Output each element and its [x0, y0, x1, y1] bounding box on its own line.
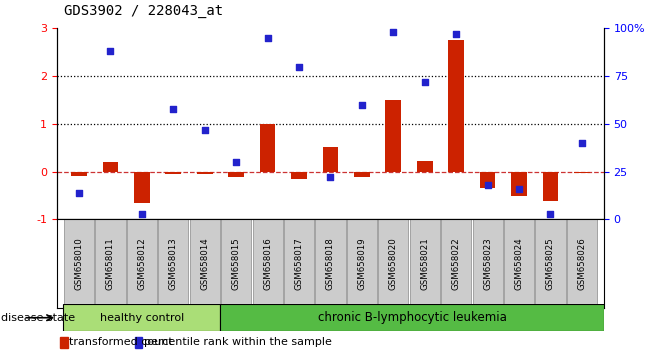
- Point: [136, 211, 147, 217]
- Bar: [166, 172, 181, 174]
- Bar: [480, 172, 495, 188]
- Bar: [448, 40, 464, 172]
- Bar: [60, 337, 68, 348]
- Bar: [347, 219, 377, 308]
- Bar: [504, 219, 534, 308]
- Bar: [410, 219, 440, 308]
- Point: [514, 186, 525, 192]
- Point: [576, 140, 587, 146]
- Text: GSM658010: GSM658010: [74, 237, 83, 290]
- Bar: [535, 219, 566, 308]
- Text: GSM658013: GSM658013: [169, 237, 178, 290]
- Point: [168, 106, 178, 112]
- Bar: [252, 219, 282, 308]
- Point: [325, 175, 336, 180]
- Text: GDS3902 / 228043_at: GDS3902 / 228043_at: [64, 4, 223, 18]
- Bar: [543, 172, 558, 201]
- Text: chronic B-lymphocytic leukemia: chronic B-lymphocytic leukemia: [318, 311, 507, 324]
- Text: GSM658017: GSM658017: [295, 237, 303, 290]
- Text: GSM658011: GSM658011: [106, 237, 115, 290]
- Point: [105, 48, 116, 54]
- Text: GSM658022: GSM658022: [452, 237, 461, 290]
- Point: [231, 159, 242, 165]
- Bar: [315, 219, 346, 308]
- Bar: [354, 172, 370, 177]
- Bar: [221, 304, 604, 331]
- Point: [294, 64, 305, 69]
- Text: GSM658020: GSM658020: [389, 237, 398, 290]
- Bar: [135, 337, 142, 348]
- Point: [199, 127, 210, 132]
- Text: healthy control: healthy control: [100, 313, 184, 323]
- Text: GSM658021: GSM658021: [420, 237, 429, 290]
- Text: GSM658018: GSM658018: [326, 237, 335, 290]
- Text: GSM658014: GSM658014: [200, 237, 209, 290]
- Bar: [378, 219, 409, 308]
- Bar: [323, 147, 338, 172]
- Bar: [417, 161, 433, 172]
- Bar: [228, 172, 244, 177]
- Text: GSM658019: GSM658019: [358, 238, 366, 290]
- Bar: [158, 219, 189, 308]
- Point: [545, 211, 556, 217]
- Text: GSM658026: GSM658026: [578, 237, 586, 290]
- Text: percentile rank within the sample: percentile rank within the sample: [144, 337, 331, 348]
- Bar: [284, 219, 314, 308]
- Text: transformed count: transformed count: [69, 337, 173, 348]
- Bar: [197, 172, 213, 174]
- Text: GSM658023: GSM658023: [483, 237, 492, 290]
- Text: GSM658024: GSM658024: [515, 237, 523, 290]
- Bar: [567, 219, 597, 308]
- Bar: [385, 100, 401, 172]
- Bar: [260, 124, 276, 172]
- Bar: [574, 172, 590, 173]
- Point: [451, 31, 462, 37]
- Text: GSM658012: GSM658012: [138, 237, 146, 290]
- Bar: [95, 219, 125, 308]
- Point: [482, 182, 493, 188]
- Point: [262, 35, 273, 41]
- Text: GSM658025: GSM658025: [546, 237, 555, 290]
- Bar: [190, 219, 220, 308]
- Point: [356, 102, 367, 108]
- Bar: [103, 162, 118, 172]
- Bar: [472, 219, 503, 308]
- Text: GSM658016: GSM658016: [263, 237, 272, 290]
- Bar: [64, 219, 94, 308]
- Bar: [291, 172, 307, 179]
- Bar: [63, 304, 221, 331]
- Point: [74, 190, 85, 195]
- Point: [388, 29, 399, 35]
- Bar: [221, 219, 251, 308]
- Bar: [511, 172, 527, 195]
- Bar: [441, 219, 471, 308]
- Bar: [71, 172, 87, 176]
- Text: disease state: disease state: [1, 313, 75, 323]
- Bar: [127, 219, 157, 308]
- Point: [419, 79, 430, 85]
- Text: GSM658015: GSM658015: [231, 237, 241, 290]
- Bar: [134, 172, 150, 203]
